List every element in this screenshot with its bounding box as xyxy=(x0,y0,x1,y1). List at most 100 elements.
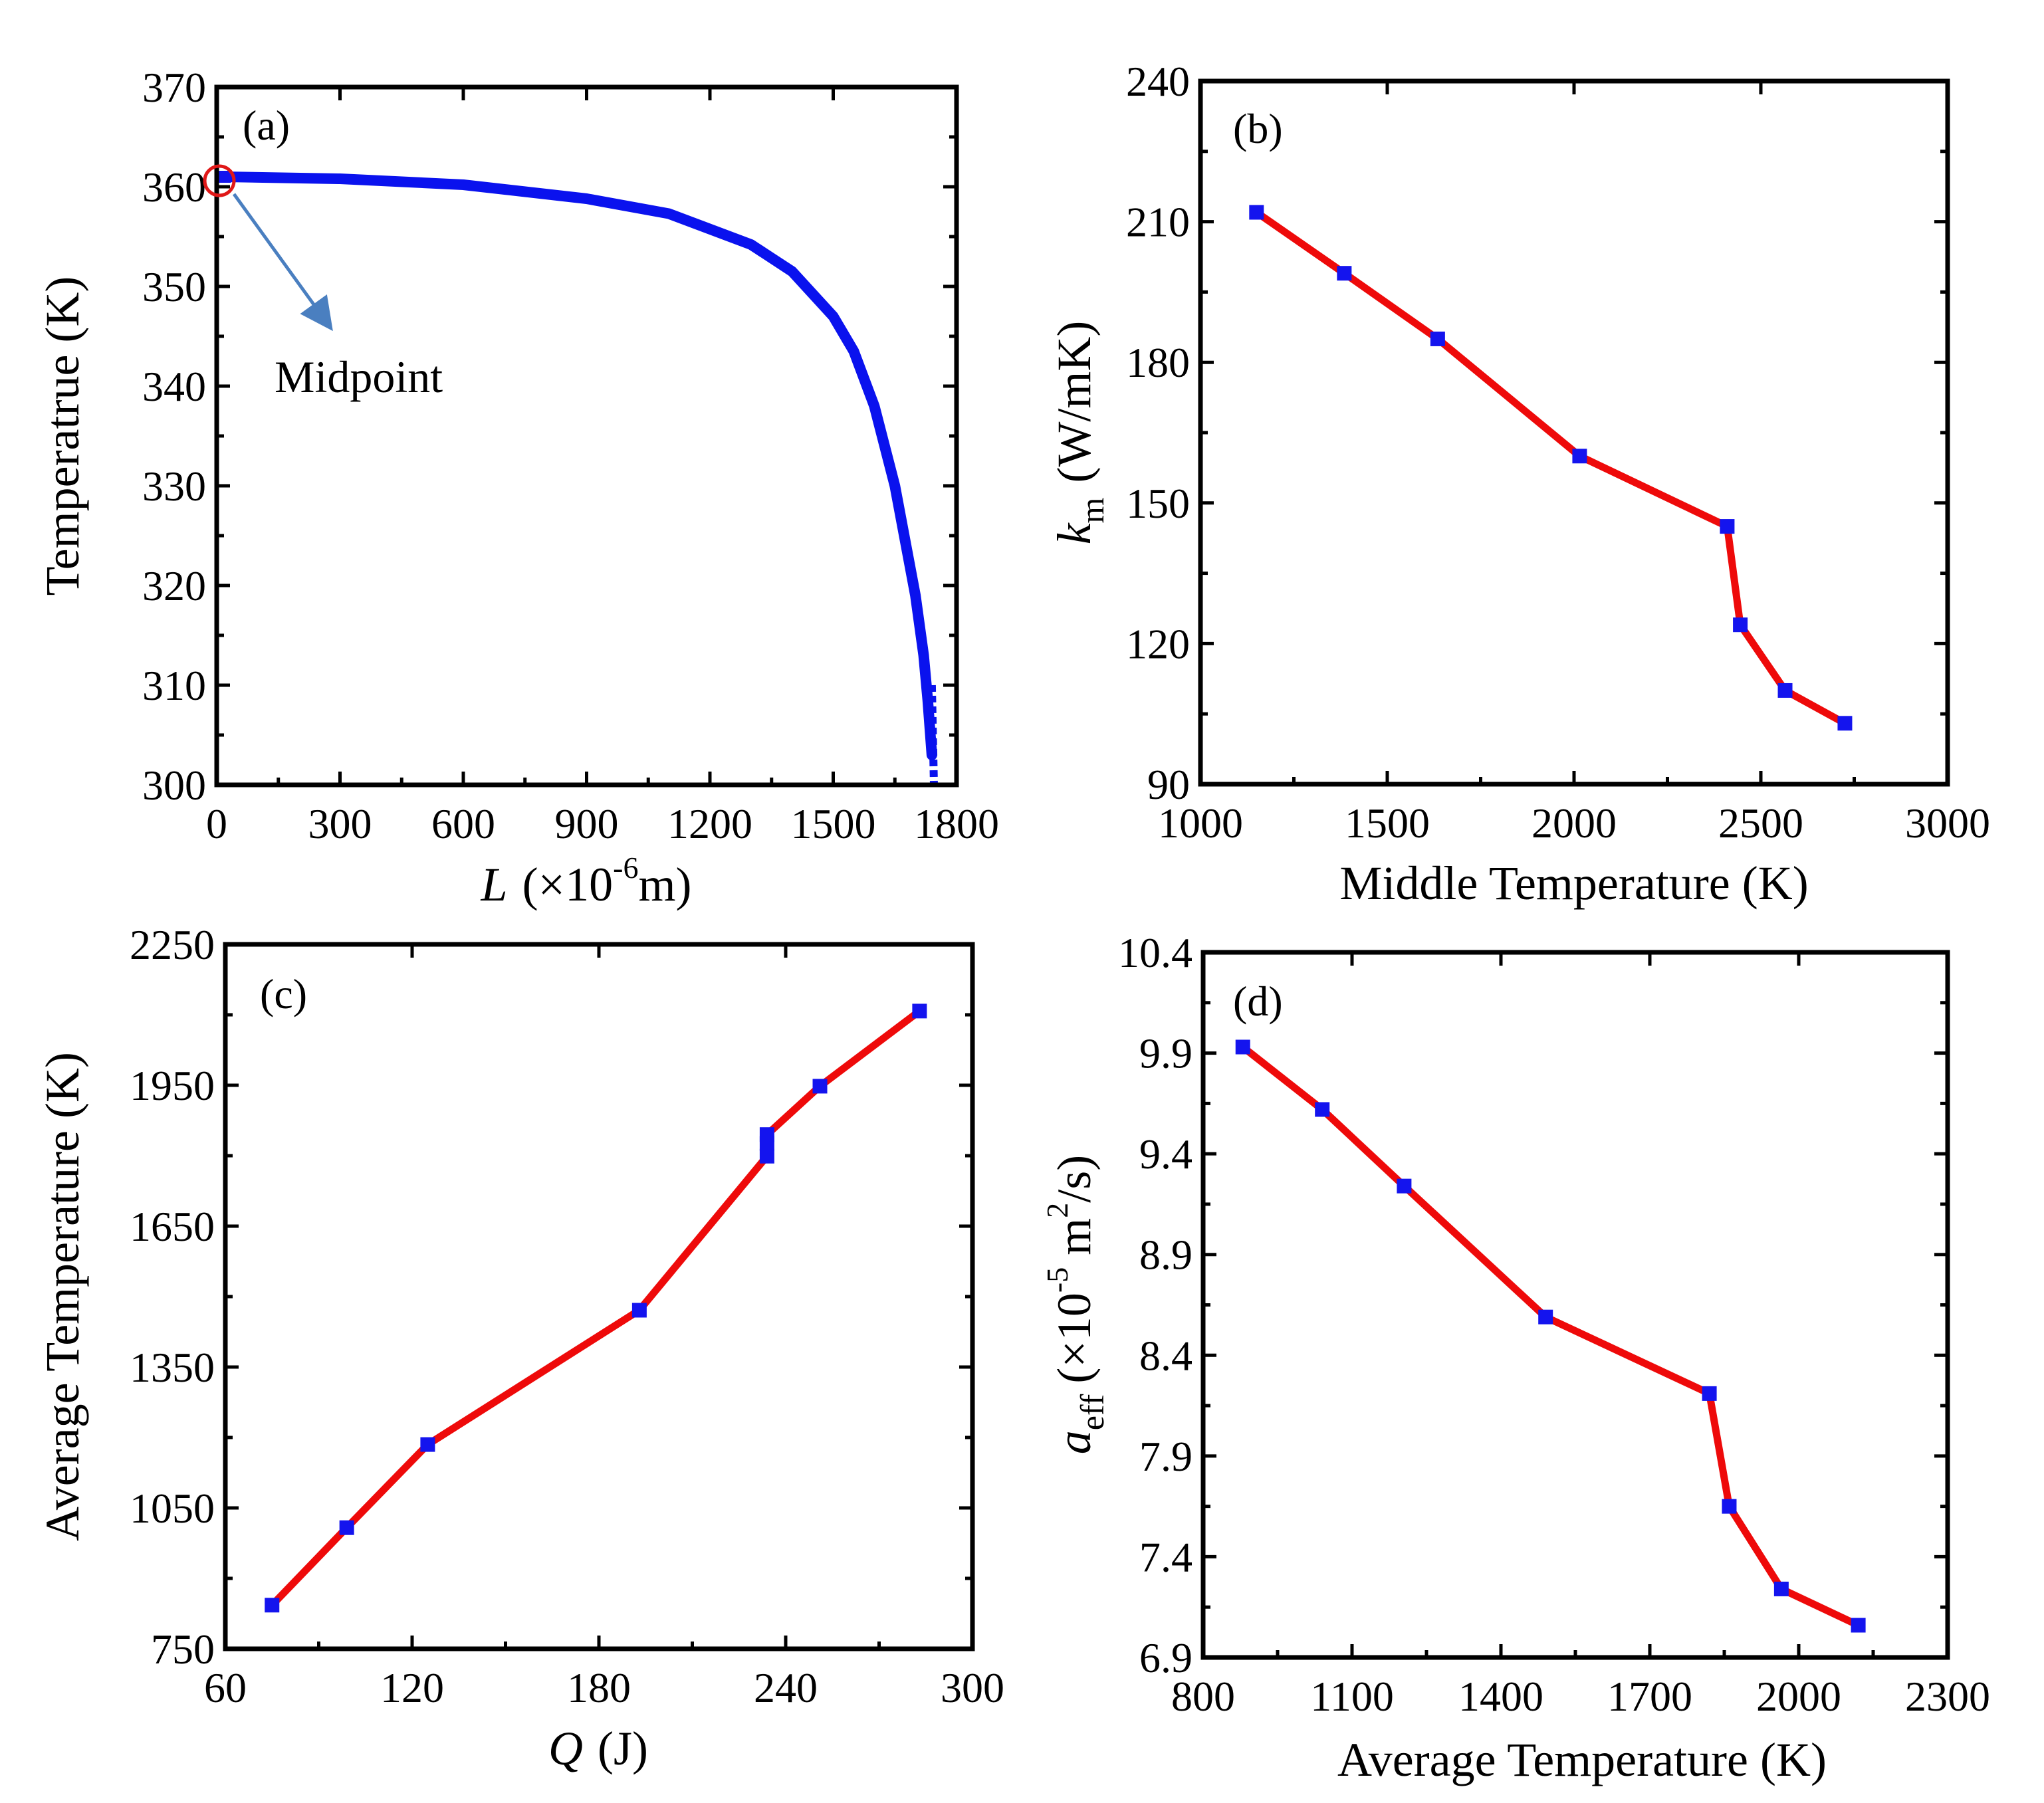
panel-c-xlabel-var: Q xyxy=(548,1722,583,1775)
midpoint-circle xyxy=(203,164,236,197)
panel-c: 60 120 180 240 300 750 1050 1350 1650 1950 2250 (c… xyxy=(36,921,1004,1775)
panel-c-xlabel-unit: (J) xyxy=(598,1722,648,1775)
panel-d-ytick-label: 10.4 xyxy=(1118,929,1192,976)
panel-c-ytick-label: 1950 xyxy=(130,1062,215,1109)
panel-b-ylabel: km (W/mK) xyxy=(1048,321,1111,545)
panel-b-data-point xyxy=(1720,519,1735,534)
panel-a-xlabel-tail: m) xyxy=(638,858,691,911)
panel-a-ytick-label: 340 xyxy=(142,363,206,410)
panel-a-midpoint-marker xyxy=(219,171,231,183)
panel-b-ytick-label: 150 xyxy=(1126,480,1190,527)
panel-a-ytick-label: 330 xyxy=(142,463,206,510)
panel-c-label: (c) xyxy=(260,970,307,1017)
panel-d-data-point xyxy=(1851,1618,1866,1633)
panel-d-ytick-label: 8.9 xyxy=(1139,1231,1192,1279)
panel-d-ytick-label: 9.4 xyxy=(1139,1130,1192,1178)
panel-d-ylabel: aeff (×10-5 m2/s) xyxy=(1040,1155,1111,1455)
panel-b-series-line xyxy=(1252,208,1849,727)
panel-c-data-point xyxy=(759,1148,774,1164)
panel-c-ticks: 60 120 180 240 300 750 1050 1350 1650 1950 2250 xyxy=(130,921,1004,1711)
panel-d-data-point xyxy=(1773,1581,1789,1596)
panel-a-ytick-label: 310 xyxy=(142,662,206,709)
panel-c-data-point xyxy=(912,1004,927,1019)
panel-c-xlabel: Q (J) xyxy=(548,1722,648,1775)
panel-d-ytick-label: 9.9 xyxy=(1139,1030,1192,1077)
panel-c-xtick-label: 120 xyxy=(380,1664,444,1711)
panel-b-label: (b) xyxy=(1233,105,1283,152)
panel-a-frame xyxy=(214,84,959,788)
panel-a-xlabel-exp: -6 xyxy=(613,851,638,885)
panel-a-xtick-label: 1500 xyxy=(791,800,876,847)
panel-b: 1000 1500 2000 2500 3000 90 120 150 180 210 240 (b… xyxy=(1048,58,1990,910)
panel-d-data-point xyxy=(1538,1309,1553,1325)
panel-b-ytick-label: 120 xyxy=(1126,620,1190,667)
panel-a-xlabel-unit: (×10 xyxy=(522,858,614,911)
panel-d: 800 1100 1400 1700 2000 2300 6.9 7.4 7.9 8.4 8.9 9.… xyxy=(1040,929,1990,1786)
panel-d-plot xyxy=(1235,1039,1866,1633)
panel-d-ylabel-tail2: /s) xyxy=(1048,1155,1101,1203)
panel-b-plot xyxy=(1249,205,1853,731)
panel-a: 0 300 600 900 1200 1500 1800300310320330340350… xyxy=(36,64,999,911)
panel-a-xtick-label: 1200 xyxy=(667,800,752,847)
panel-a-xtick-label: 0 xyxy=(206,800,227,847)
panel-d-ticks: 800 1100 1400 1700 2000 2300 6.9 7.4 7.9 8.4 8.9 9.… xyxy=(1118,929,1990,1720)
panel-c-series-line xyxy=(268,1007,923,1609)
midpoint-arrow xyxy=(232,193,333,332)
panel-c-data-point xyxy=(339,1520,354,1535)
panel-b-ytick-label: 210 xyxy=(1126,199,1190,246)
panel-c-xtick-label: 60 xyxy=(204,1664,247,1711)
panel-d-ytick-label: 6.9 xyxy=(1139,1634,1192,1681)
panel-a-label: (a) xyxy=(243,102,290,149)
panel-a-ytick-label: 370 xyxy=(142,64,206,111)
panel-b-xtick-label: 2500 xyxy=(1718,799,1803,847)
panel-c-xtick-label: 300 xyxy=(941,1664,1004,1711)
panel-b-ytick-label: 180 xyxy=(1126,339,1190,386)
panel-c-plot xyxy=(265,1004,927,1613)
panel-d-data-point xyxy=(1235,1039,1250,1055)
panel-a-xlabel: L (×10-6m) xyxy=(481,851,692,911)
panel-b-ylabel-var: k xyxy=(1048,522,1101,544)
panel-c-data-point xyxy=(812,1079,828,1094)
panel-a-ticks: 0 300 600 900 1200 1500 1800300310320330340350… xyxy=(142,64,999,847)
panel-b-data-point xyxy=(1337,266,1352,281)
panel-d-ytick-label: 8.4 xyxy=(1139,1332,1192,1379)
midpoint-annotation: Midpoint xyxy=(275,352,443,402)
panel-a-xtick-label: 1800 xyxy=(914,800,999,847)
panel-a-xlabel-var: L xyxy=(481,858,508,911)
panel-d-xtick-label: 1100 xyxy=(1310,1673,1394,1720)
panel-a-xtick-label: 900 xyxy=(555,800,619,847)
panel-c-ytick-label: 1050 xyxy=(130,1485,215,1532)
panel-b-data-point xyxy=(1777,683,1793,698)
panel-d-ylabel-exp2: 2 xyxy=(1040,1203,1074,1218)
panel-d-ylabel-tail: m xyxy=(1048,1218,1101,1255)
panel-b-data-point xyxy=(1572,449,1587,464)
panel-b-xtick-label: 3000 xyxy=(1905,799,1990,847)
panel-d-ylabel-sub: eff xyxy=(1074,1394,1111,1430)
panel-b-xtick-label: 2000 xyxy=(1532,799,1617,847)
panel-a-ytick-label: 360 xyxy=(142,163,206,211)
panel-c-data-point xyxy=(420,1437,435,1452)
panel-d-xtick-label: 800 xyxy=(1171,1673,1235,1720)
panel-b-ytick-label: 90 xyxy=(1147,761,1190,808)
panel-b-xtick-label: 1000 xyxy=(1158,799,1243,847)
panel-d-ylabel-unit: (×10 xyxy=(1048,1293,1101,1384)
panel-d-ytick-label: 7.9 xyxy=(1139,1433,1192,1480)
panel-a-temperature-curve xyxy=(219,171,937,760)
panel-c-ytick-label: 2250 xyxy=(130,921,215,968)
panel-c-ylabel: Average Temperature (K) xyxy=(36,1052,89,1541)
panel-d-data-point xyxy=(1722,1499,1737,1514)
panel-a-plot xyxy=(219,171,938,786)
panel-d-xtick-label: 1400 xyxy=(1458,1673,1543,1720)
panel-d-xtick-label: 1700 xyxy=(1607,1673,1692,1720)
panel-a-ylabel: Temperatrue (K) xyxy=(36,276,89,596)
panel-c-ytick-label: 1350 xyxy=(130,1344,215,1391)
panel-a-xtick-label: 600 xyxy=(431,800,495,847)
panel-d-data-point xyxy=(1702,1386,1717,1401)
panel-b-data-point xyxy=(1733,617,1748,633)
panel-b-xlabel: Middle Temperature (K) xyxy=(1339,857,1808,910)
panel-b-ticks: 1000 1500 2000 2500 3000 90 120 150 180 210 240 xyxy=(1126,58,1990,847)
panel-d-ylabel-exp: -5 xyxy=(1040,1267,1074,1293)
panel-b-data-point xyxy=(1249,205,1264,220)
panel-c-data-point xyxy=(265,1598,280,1613)
